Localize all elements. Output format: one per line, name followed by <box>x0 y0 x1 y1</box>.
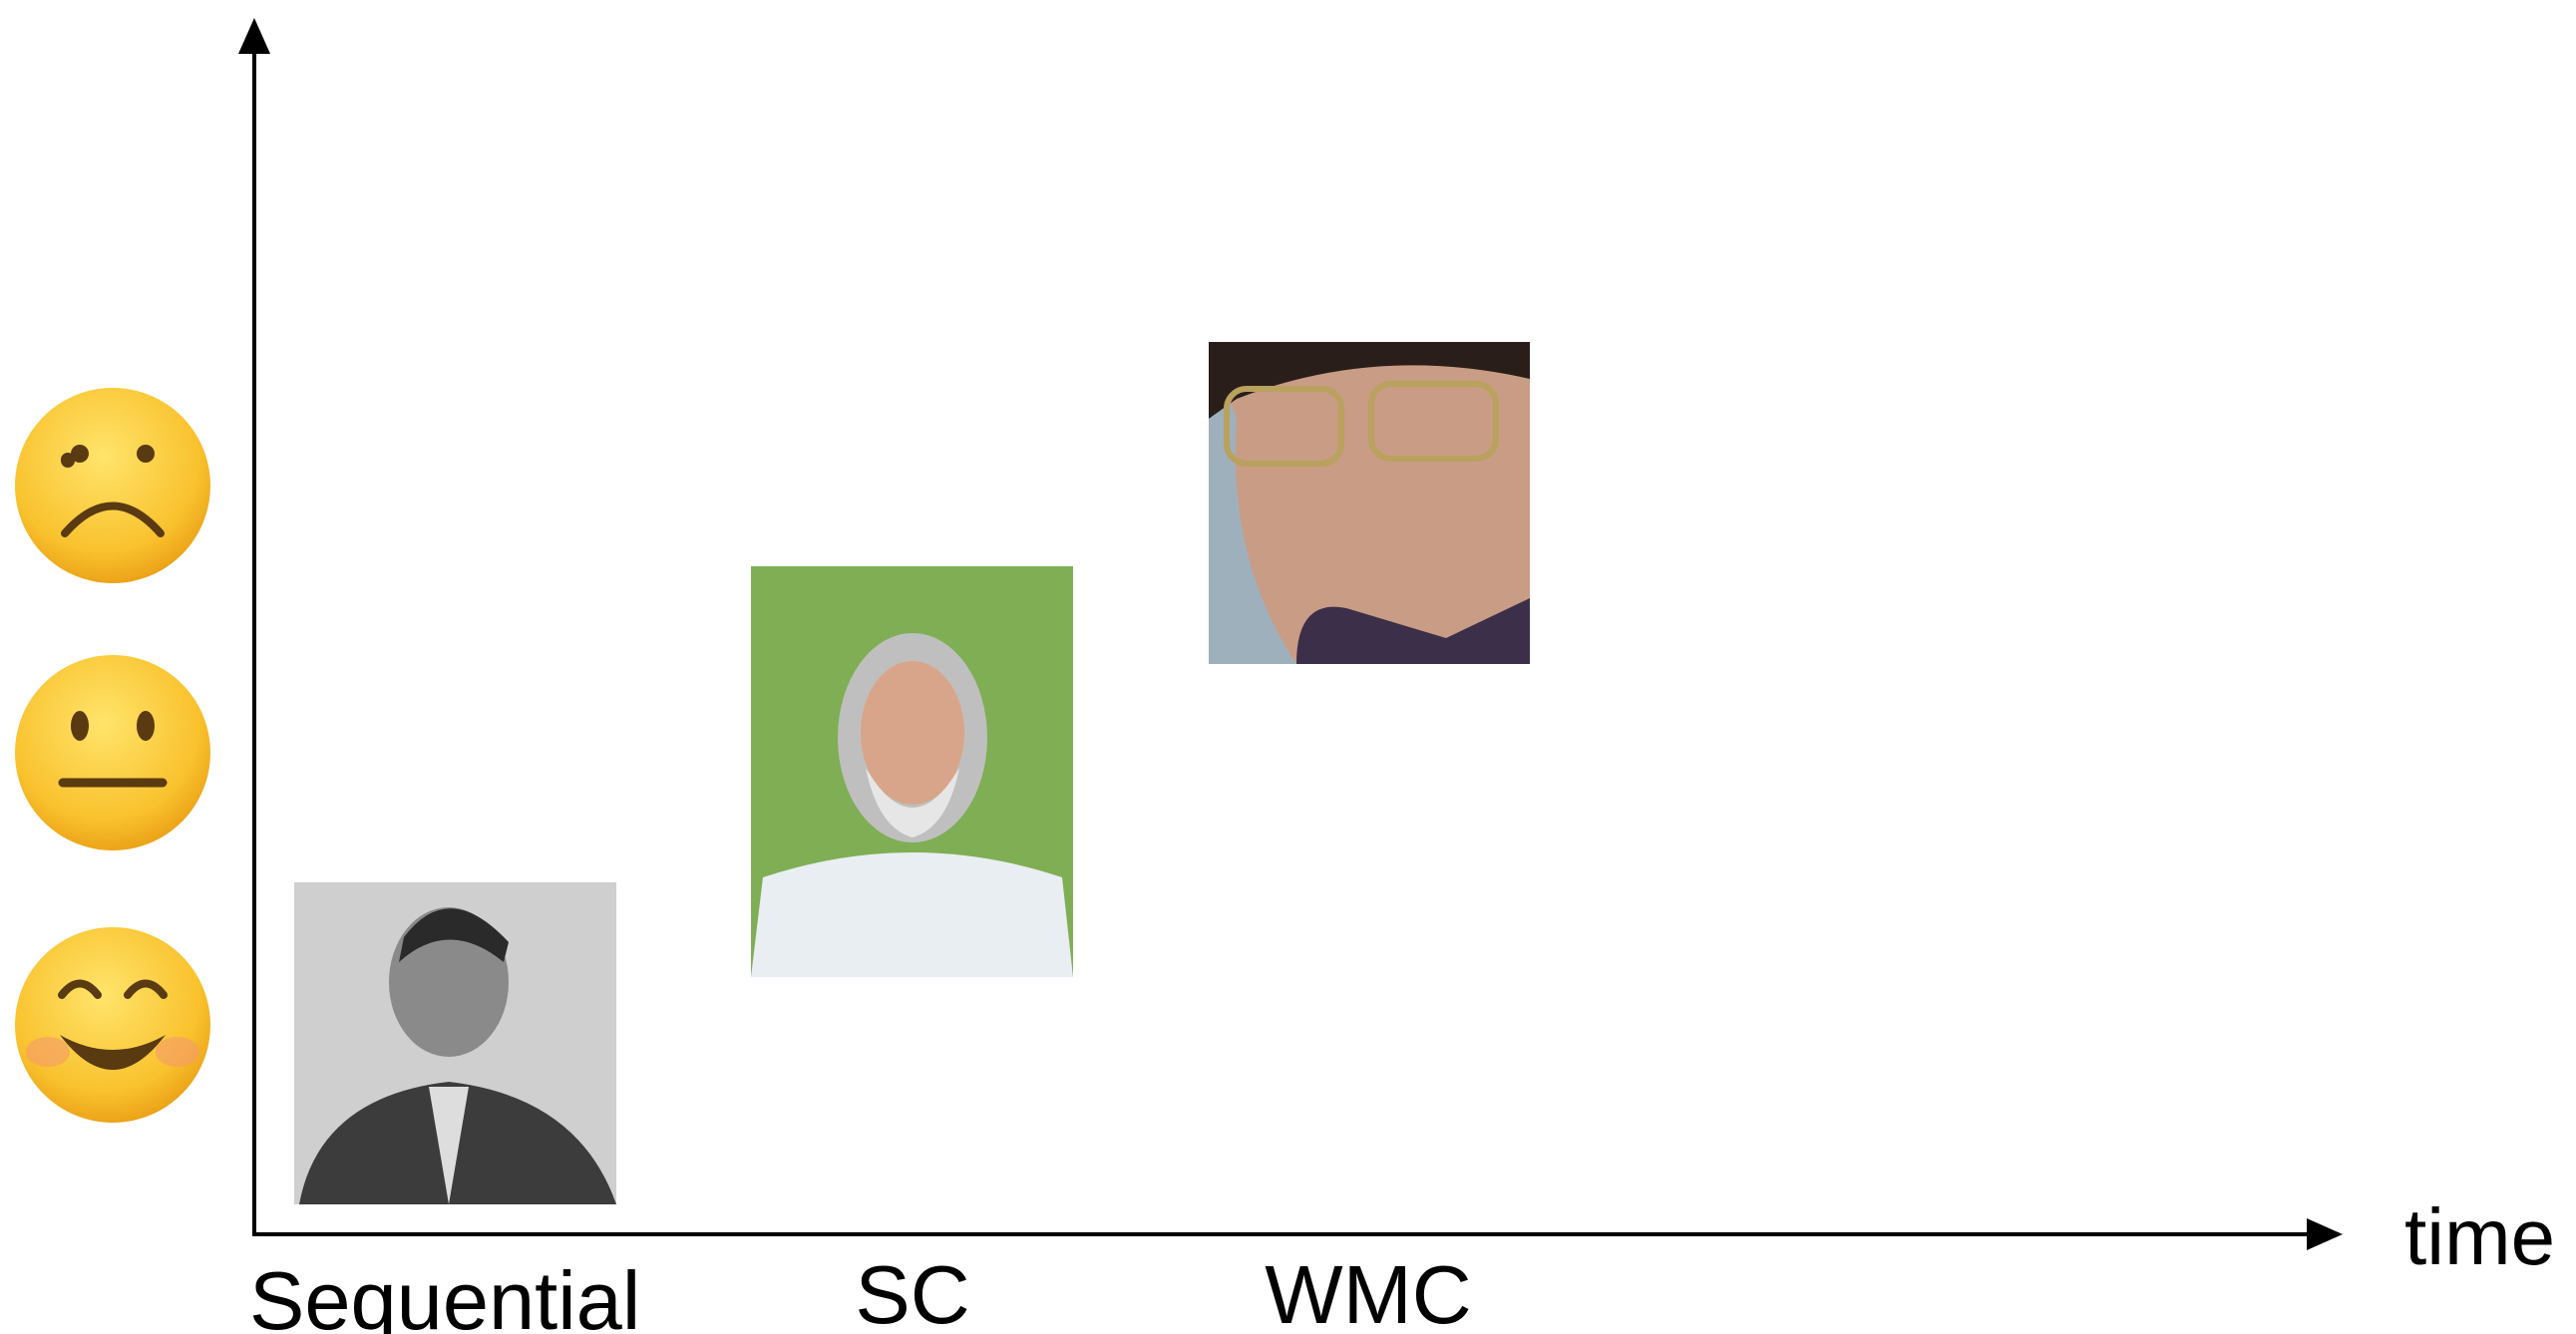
model-label: Sequential <box>249 1254 640 1334</box>
photo-wmc <box>1209 342 1530 664</box>
photo-sequential <box>294 882 616 1204</box>
x-axis-label: time <box>2404 1192 2555 1281</box>
diagram: time <box>0 0 2576 1334</box>
photo-sc <box>751 566 1073 977</box>
smile-emoji <box>15 927 210 1123</box>
page: time <box>0 0 2576 1334</box>
model-label: SC <box>855 1248 969 1334</box>
sad-emoji <box>15 388 210 583</box>
neutral-emoji <box>15 655 210 850</box>
model-label: WMC <box>1265 1248 1471 1334</box>
